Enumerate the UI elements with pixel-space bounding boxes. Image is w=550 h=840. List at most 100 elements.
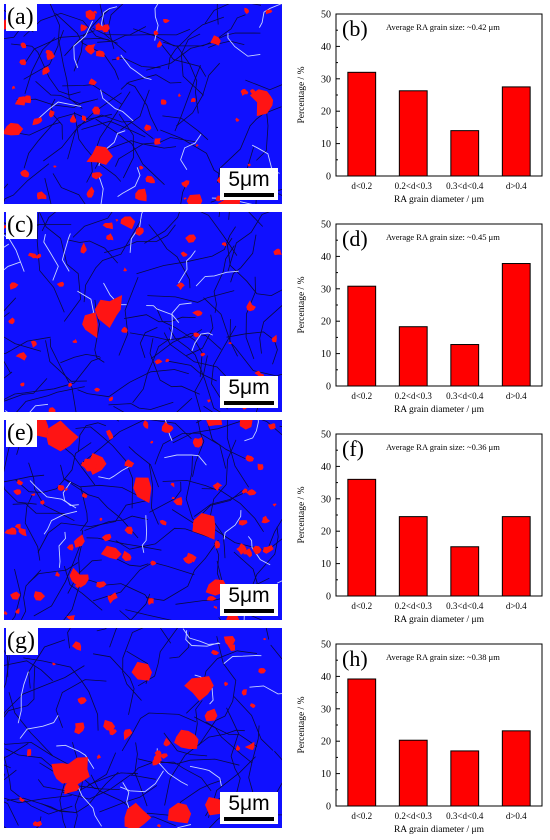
map-0-austenite-grain [249, 89, 256, 95]
chart-0-ytick-label-5: 50 [321, 10, 331, 21]
map-0-boundary [107, 4, 124, 50]
map-3-boundary [130, 758, 240, 776]
map-3-boundary [4, 743, 29, 759]
map-2-austenite-grain [4, 527, 17, 535]
map-3-boundary [23, 657, 99, 731]
map-0-boundary [23, 12, 118, 44]
map-1-light-boundary [4, 234, 25, 272]
map-0-light-boundary [227, 32, 261, 57]
map-3-boundary [4, 666, 36, 718]
map-3-boundary [72, 742, 84, 828]
map-3-light-boundary [185, 630, 220, 647]
map-2-austenite-grain [30, 493, 36, 496]
chart-2-xtick-label-0: d<0.2 [351, 601, 372, 611]
map-0-boundary [95, 118, 165, 185]
map-1-austenite-grain [221, 242, 227, 247]
map-3-austenite-grain [103, 719, 116, 732]
scale-bar-line-g [224, 817, 274, 821]
map-0-austenite-grain [163, 19, 170, 24]
map-2-austenite-grain [272, 503, 277, 507]
map-0-austenite-grain [247, 163, 251, 167]
map-0-boundary [146, 14, 246, 71]
histogram-d: 0 10 20 30 40 50 d<0.2 0.2<d<0.3 0.3<d<0.4 d>0.4 R… [282, 210, 550, 420]
map-2-boundary [20, 569, 42, 620]
map-0-light-boundary [259, 4, 282, 28]
map-1-austenite-grain [120, 216, 136, 230]
histogram-f: 0 10 20 30 40 50 d<0.2 0.2<d<0.3 0.3<d<0.4 d>0.4 R… [282, 420, 550, 630]
map-1-light-boundary [4, 261, 21, 271]
map-3-austenite-grain [205, 797, 225, 816]
map-1-boundary [155, 307, 203, 377]
map-0-austenite-grain [195, 144, 199, 147]
chart-2-xtick-label-1: 0.2<d<0.3 [395, 601, 433, 611]
map-0-austenite-grain [139, 165, 144, 170]
map-3-austenite-islands [19, 636, 267, 828]
map-2-boundary [214, 522, 226, 559]
map-3-austenite-grain [64, 782, 80, 795]
map-3-austenite-grain [27, 749, 32, 757]
map-1-boundary [4, 378, 48, 402]
map-1-austenite-grain [102, 222, 113, 230]
map-1-austenite-grain [82, 312, 98, 339]
map-2-boundary [75, 426, 134, 509]
map-1-austenite-grain [30, 340, 37, 348]
map-0-austenite-grain [249, 89, 274, 117]
map-3-light-boundaries [17, 628, 282, 828]
map-1-boundary [228, 212, 230, 220]
map-3-austenite-grain [52, 662, 56, 666]
chart-0-xtick-label-0: d<0.2 [351, 181, 372, 191]
map-2-boundary [77, 576, 152, 603]
map-2-austenite-grain [96, 581, 107, 588]
chart-1-ylabel: Percentage / % [297, 276, 307, 333]
map-1-light-boundary [146, 305, 180, 323]
map-2-boundary [268, 518, 282, 548]
map-0-light-boundary [154, 4, 159, 41]
map-3-boundary [205, 721, 253, 764]
map-3-austenite-grain [51, 763, 76, 784]
map-1-austenite-grain [135, 226, 144, 236]
map-0-austenite-grain [181, 180, 190, 188]
map-0-austenite-grain [80, 24, 88, 32]
scale-bar-a: 5μm [220, 168, 278, 200]
map-3-austenite-grain [211, 649, 220, 655]
chart-0-panel-letter: (b) [342, 16, 368, 41]
phase-map-c: (c) 5μm [4, 212, 282, 412]
map-2-austenite-grain [192, 437, 203, 448]
map-1-austenite-grain [106, 233, 114, 241]
chart-1-bar-1 [398, 326, 428, 387]
map-3-boundary [194, 716, 258, 747]
map-3-austenite-grain [224, 681, 228, 687]
chart-1-bar-3 [501, 263, 531, 387]
map-0-austenite-grain [210, 35, 221, 46]
histogram-h-plot: 0 10 20 30 40 50 d<0.2 0.2<d<0.3 0.3<d<0.4 d>0.4 R… [297, 640, 543, 835]
map-3-boundary [137, 628, 178, 687]
map-3-austenite-grain [154, 750, 162, 757]
scale-bar-line-a [224, 193, 274, 197]
map-2-austenite-grain [192, 521, 202, 530]
map-2-boundary [28, 462, 75, 522]
map-2-austenite-grain [14, 523, 21, 531]
chart-0-bar-3 [501, 86, 531, 177]
map-1-austenite-grain [72, 338, 78, 343]
map-2-austenite-grain [206, 596, 217, 601]
map-3-boundary [90, 774, 176, 827]
map-2-austenite-grain [100, 545, 122, 560]
chart-2-ylabel: Percentage / % [297, 486, 307, 543]
map-3-boundary [164, 729, 245, 806]
map-1-austenite-islands [4, 216, 282, 412]
map-1-austenite-grain [123, 267, 128, 272]
map-1-austenite-grain [115, 219, 119, 222]
map-1-boundary [123, 314, 196, 323]
phase-map-a-image [4, 4, 282, 204]
map-3-boundary [122, 628, 144, 701]
map-2-austenite-grain [57, 484, 65, 491]
map-0-austenite-grain [53, 165, 57, 168]
chart-3-xtick-label-2: 0.3<d<0.4 [446, 811, 484, 821]
map-2-austenite-grain [33, 591, 46, 601]
chart-0-annotation: Average RA grain size: ~0.42 μm [386, 22, 500, 32]
map-0-boundary [81, 120, 146, 138]
chart-3-ytick-label-0: 0 [326, 802, 331, 813]
map-1-austenite-grain [180, 251, 188, 257]
map-1-austenite-grain [200, 352, 206, 357]
map-3-austenite-grain [32, 820, 43, 827]
